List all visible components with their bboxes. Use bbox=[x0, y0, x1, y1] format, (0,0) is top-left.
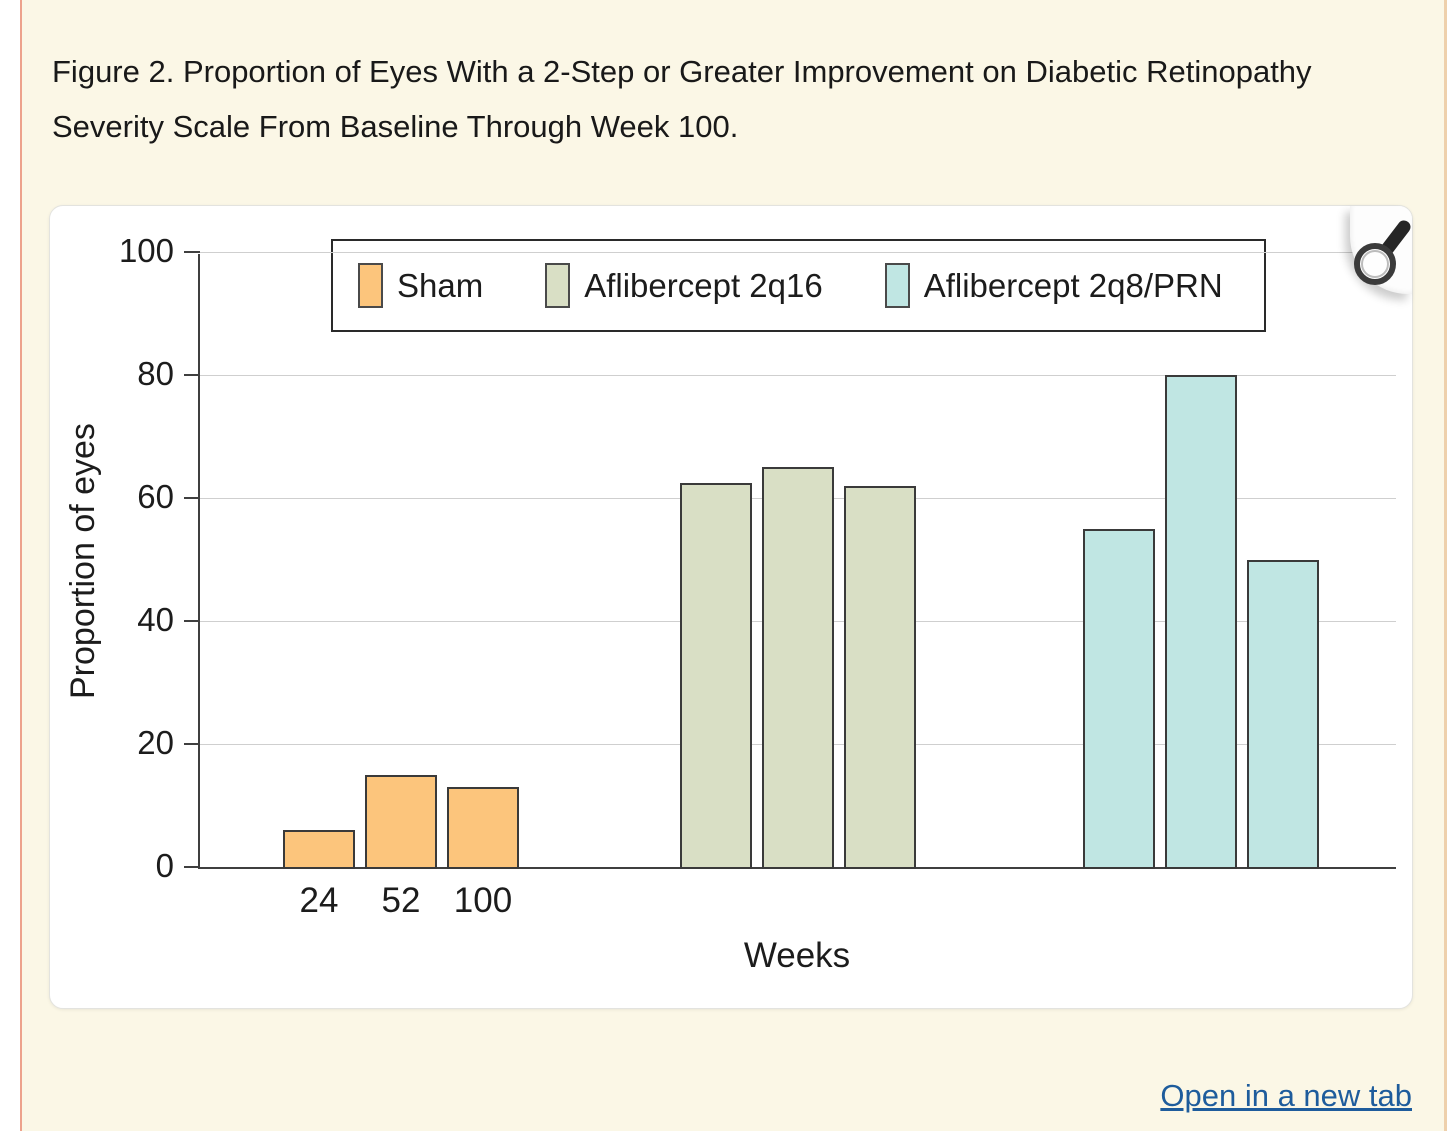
gridline-80 bbox=[200, 375, 1396, 376]
plot-area: 0 20 40 60 80 100 24 52 100 bbox=[119, 232, 1396, 920]
sham-swatch-icon bbox=[358, 263, 383, 308]
legend-label-sham: Sham bbox=[397, 266, 484, 304]
figure-caption: Figure 2. Proportion of Eyes With a 2-St… bbox=[52, 44, 1412, 154]
legend-label-aflibercept-2q8-prn: Aflibercept 2q8/PRN bbox=[923, 266, 1223, 304]
zoom-figure-button[interactable] bbox=[1350, 206, 1412, 294]
y-tick-80 bbox=[184, 374, 200, 376]
bar-aflibercept-2q8-prn-week-24 bbox=[1083, 528, 1155, 869]
legend-item-aflibercept-2q16: Aflibercept 2q16 bbox=[545, 263, 823, 308]
y-tick-label-60: 60 bbox=[137, 478, 174, 515]
legend-label-aflibercept-2q16: Aflibercept 2q16 bbox=[584, 266, 823, 304]
bar-sham-week-24 bbox=[283, 830, 355, 869]
x-tick-label-24: 24 bbox=[299, 881, 339, 920]
bar-aflibercept-2q16-week-100 bbox=[844, 485, 916, 869]
legend-item-aflibercept-2q8-prn: Aflibercept 2q8/PRN bbox=[884, 263, 1223, 308]
bar-aflibercept-2q16-week-24 bbox=[680, 482, 752, 869]
figure-caption-line1: Figure 2. Proportion of Eyes With a 2-St… bbox=[52, 54, 1312, 89]
legend-item-sham: Sham bbox=[358, 263, 483, 308]
y-tick-40 bbox=[184, 620, 200, 622]
x-tick-label-100: 100 bbox=[453, 881, 513, 920]
figure-caption-line2: Severity Scale From Baseline Through Wee… bbox=[52, 109, 739, 144]
y-tick-label-80: 80 bbox=[137, 355, 174, 392]
bar-sham-week-52 bbox=[365, 774, 437, 869]
bar-aflibercept-2q8-prn-week-52 bbox=[1165, 375, 1237, 869]
y-tick-label-40: 40 bbox=[137, 601, 174, 638]
open-in-new-tab-link[interactable]: Open in a new tab bbox=[1160, 1078, 1412, 1113]
gridline-100 bbox=[200, 252, 1396, 253]
y-tick-100 bbox=[184, 251, 200, 253]
magnifier-icon bbox=[1354, 220, 1411, 285]
y-tick-0 bbox=[184, 866, 200, 868]
content-area: Figure 2. Proportion of Eyes With a 2-St… bbox=[20, 0, 1447, 1131]
bar-sham-week-100 bbox=[447, 787, 519, 869]
y-axis-title: Proportion of eyes bbox=[64, 423, 102, 699]
chart-card: Sham Aflibercept 2q16 Aflibercept 2q8/PR… bbox=[49, 205, 1413, 1009]
y-tick-20 bbox=[184, 743, 200, 745]
x-tick-label-52: 52 bbox=[381, 881, 421, 920]
y-tick-60 bbox=[184, 497, 200, 499]
aflibercept-2q16-swatch-icon bbox=[545, 263, 571, 308]
y-tick-label-0: 0 bbox=[155, 847, 174, 884]
chart-legend: Sham Aflibercept 2q16 Aflibercept 2q8/PR… bbox=[331, 239, 1266, 332]
y-tick-label-100: 100 bbox=[118, 232, 174, 269]
bar-aflibercept-2q8-prn-week-100 bbox=[1247, 559, 1319, 869]
x-axis-title: Weeks bbox=[743, 936, 851, 975]
bar-aflibercept-2q16-week-52 bbox=[762, 467, 834, 869]
aflibercept-2q8-prn-swatch-icon bbox=[884, 263, 910, 308]
y-tick-label-20: 20 bbox=[137, 724, 174, 761]
